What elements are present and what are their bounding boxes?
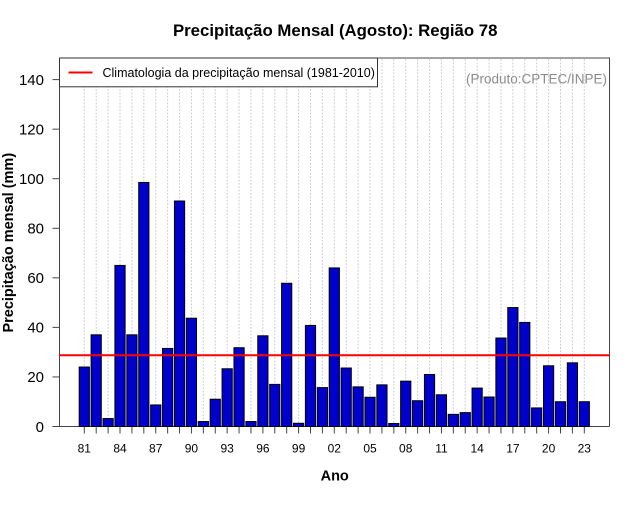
svg-text:0: 0 <box>36 419 44 436</box>
svg-text:17: 17 <box>506 441 520 455</box>
svg-text:100: 100 <box>19 171 44 188</box>
svg-text:93: 93 <box>220 441 234 455</box>
svg-text:99: 99 <box>292 441 306 455</box>
svg-text:14: 14 <box>470 441 484 455</box>
svg-text:(Produto:CPTEC/INPE): (Produto:CPTEC/INPE) <box>466 71 607 86</box>
svg-text:87: 87 <box>149 441 163 455</box>
svg-text:60: 60 <box>27 270 44 287</box>
svg-text:81: 81 <box>78 441 92 455</box>
svg-text:90: 90 <box>185 441 199 455</box>
svg-text:08: 08 <box>399 441 413 455</box>
svg-text:05: 05 <box>363 441 377 455</box>
svg-text:20: 20 <box>27 369 44 386</box>
svg-text:Precipitação mensal (mm): Precipitação mensal (mm) <box>1 153 17 333</box>
svg-text:20: 20 <box>542 441 556 455</box>
svg-text:140: 140 <box>19 72 44 89</box>
svg-text:80: 80 <box>27 221 44 238</box>
svg-text:23: 23 <box>578 441 592 455</box>
svg-text:96: 96 <box>256 441 270 455</box>
svg-text:84: 84 <box>113 441 127 455</box>
svg-text:40: 40 <box>27 320 44 337</box>
svg-text:120: 120 <box>19 121 44 138</box>
svg-text:Ano: Ano <box>321 469 349 485</box>
svg-text:02: 02 <box>328 441 342 455</box>
svg-text:Climatologia da precipitação m: Climatologia da precipitação mensal (198… <box>103 66 375 80</box>
svg-text:11: 11 <box>435 441 448 455</box>
svg-text:Precipitação Mensal (Agosto):: Precipitação Mensal (Agosto): Região 78 <box>173 21 498 40</box>
